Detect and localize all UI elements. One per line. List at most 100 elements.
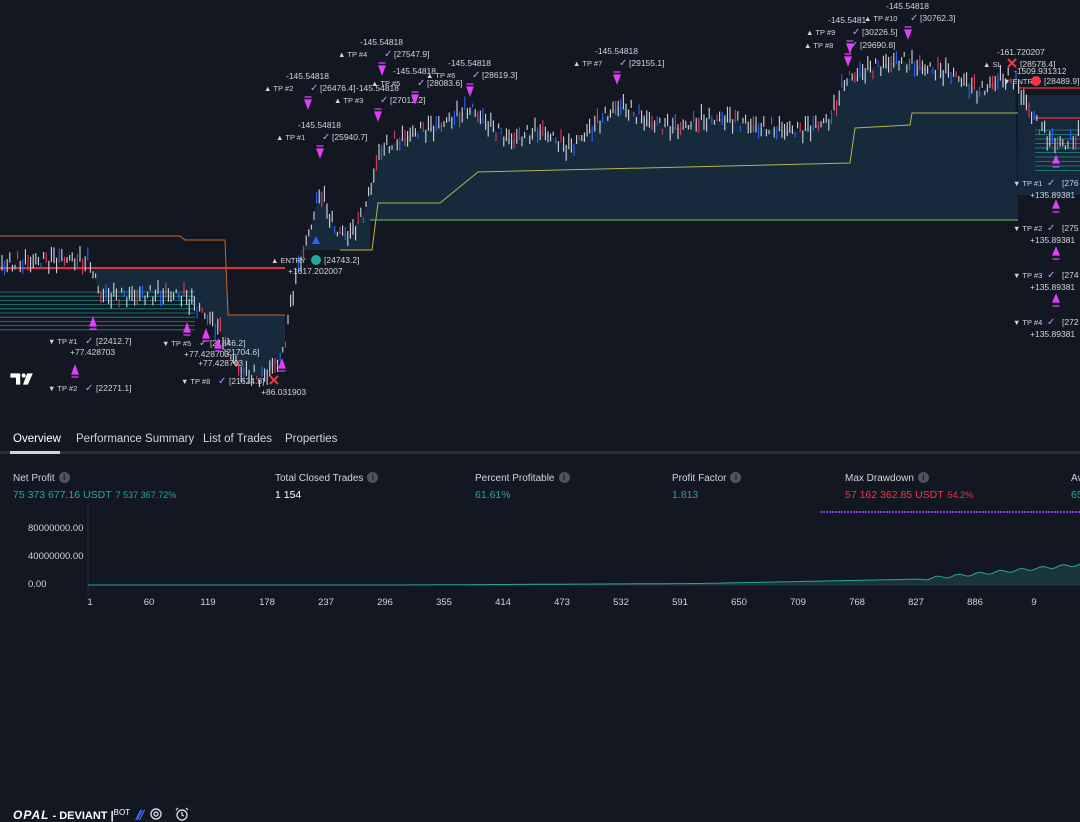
- take-profit-annotation-tp8: ▲ TP #8 ✓ [29690.8]: [804, 40, 895, 67]
- metric-label: Profit Factor: [672, 473, 727, 484]
- tp-price-label: [27012.2]: [390, 95, 425, 105]
- tp-arrow-icon: [844, 53, 852, 67]
- tp-label: ▲ TP #10: [864, 14, 897, 23]
- equity-curve-chart[interactable]: [0, 505, 1080, 597]
- tp-price-label: [29690.8]: [860, 40, 895, 50]
- alert-clock-icon[interactable]: [174, 806, 190, 822]
- trailing-stop-line: [0, 235, 285, 316]
- metric-net-profit: Net Profit i 75 373 677.16 USDT 7 537 367.…: [13, 468, 176, 501]
- tp-price-label: [29155.1]: [629, 58, 664, 68]
- tp-arrow-icon: [183, 322, 191, 336]
- strategy-name: - DEVIANT: [49, 810, 108, 822]
- tp-label: ▼ TP #5: [162, 339, 191, 348]
- x-tick: 827: [908, 597, 924, 608]
- tp-price-label: [28083.6]: [427, 78, 462, 88]
- tp-arrow-icon: [466, 83, 474, 97]
- entry-profit-label: -1509.931312: [1014, 66, 1067, 76]
- tp-profit-label: +77.428703: [70, 347, 115, 357]
- tp-price-label: [26476.4]: [320, 83, 355, 93]
- profit-factor-value: 1.813: [672, 489, 699, 501]
- tab-performance-summary[interactable]: Performance Summary: [76, 433, 195, 445]
- tp-price-label: [21624.8]: [229, 376, 264, 386]
- metric-total-closed-trades: Total Closed Trades i 1 154: [275, 468, 379, 501]
- tab-overview[interactable]: Overview: [13, 433, 61, 445]
- x-tick: 178: [259, 597, 275, 608]
- y-tick: 0.00: [28, 579, 47, 590]
- info-icon[interactable]: i: [367, 472, 379, 483]
- tp-arrow-icon: [202, 328, 210, 342]
- price-chart-canvas[interactable]: -145.54818▲ TP #1 ✓ [25940.7]-145.54818▲ T…: [0, 0, 1080, 400]
- tp-arrow-icon: [278, 358, 286, 372]
- tp-label: ▲ TP #7: [573, 59, 602, 68]
- metric-label: Net Profit: [13, 473, 55, 484]
- tp-price-label: [28619.3]: [482, 70, 517, 80]
- x-tick: 591: [672, 597, 688, 608]
- info-icon[interactable]: i: [917, 472, 929, 483]
- info-icon[interactable]: i: [730, 472, 742, 483]
- x-tick: 473: [554, 597, 570, 608]
- metric-label: Percent Profitable: [475, 473, 555, 484]
- tp-profit-label: +77.428703: [198, 358, 243, 368]
- take-profit-annotation-tp9: -145.5481▲ TP #9 ✓ [30226.5]: [806, 15, 897, 54]
- tp-price-label: [21704.6]: [224, 347, 259, 357]
- metric-profit-factor: Profit Factor i 1.813: [672, 468, 742, 501]
- check-icon: ✓: [85, 336, 93, 347]
- check-icon: ✓: [1047, 317, 1055, 328]
- strategy-suffix: BOT: [113, 808, 131, 817]
- entry-marker-icon: [1031, 76, 1041, 86]
- tp-label: ▼ TP #3: [1013, 271, 1042, 280]
- y-tick: 80000000.00: [28, 523, 84, 534]
- stop-loss-x-icon: [269, 375, 279, 385]
- x-tick: 60: [143, 597, 155, 608]
- strategy-title[interactable]: OPAL - DEVIANT |BOT: [13, 808, 146, 822]
- metric-percent-profitable: Percent Profitable i 61.61%: [475, 468, 570, 501]
- tp-label: ▼ TP #2: [1013, 224, 1042, 233]
- tp-profit-label: +135.89381: [1030, 235, 1075, 245]
- tradingview-logo: [10, 373, 33, 385]
- info-icon[interactable]: i: [558, 472, 570, 483]
- tp-arrow-icon: [904, 26, 912, 40]
- tp-profit-label: +135.89381: [1030, 329, 1075, 339]
- tp-profit-label: +135.89381: [1030, 190, 1075, 200]
- check-icon: ✓: [85, 383, 93, 394]
- tp-profit-label: -145.54818: [356, 83, 399, 93]
- tp-label: ▲ TP #4: [338, 50, 367, 59]
- tp-arrow-icon: [846, 40, 854, 54]
- tp-price-label: [274: [1062, 270, 1079, 280]
- tp-price-label: [27547.9]: [394, 49, 429, 59]
- tab-properties[interactable]: Properties: [285, 433, 338, 445]
- info-icon[interactable]: i: [58, 472, 70, 483]
- closed-trades-value: 1 154: [275, 489, 302, 501]
- price-chart[interactable]: -145.54818 ▲ TP #1 ✓ [25940.7] -145.54818 ▲ T…: [0, 0, 1080, 400]
- tab-list-of-trades[interactable]: List of Trades: [203, 433, 273, 445]
- take-profit-annotation-tp3: -145.54818 ▲ TP #3 ✓ [27012.2]: [334, 83, 425, 122]
- take-profit-annotation-tp1: -145.54818 ▲ TP #1 ✓ [25940.7]: [276, 120, 367, 159]
- take-profit-annotation-tp5: -145.54818▲ TP #5 ✓ [28083.6]: [371, 66, 462, 105]
- sl-profit-label: -161.720207: [997, 47, 1045, 57]
- tp-price-label: [30762.3]: [920, 13, 955, 23]
- check-icon: ✓: [850, 40, 858, 51]
- tp-profit-label: -145.54818: [393, 66, 436, 76]
- strategy-toolbar: OPAL - DEVIANT |BOT: [0, 400, 1080, 822]
- take-profit-annotation-tp7: -145.54818 ▲ TP #7 ✓ [29155.1]: [573, 46, 664, 85]
- metric-label: Av: [1071, 473, 1080, 484]
- tp-arrow-icon: [1052, 154, 1060, 168]
- tp-arrow-icon: [1052, 246, 1060, 260]
- tp-arrow-icon: [1052, 199, 1060, 213]
- x-tick: 1: [87, 597, 93, 608]
- avg-trade-value: 65: [1071, 489, 1080, 501]
- x-tick: 709: [790, 597, 806, 608]
- x-tick: 119: [200, 597, 216, 608]
- entry-price-label: [24743.2]: [324, 255, 359, 265]
- check-icon: ✓: [910, 13, 918, 24]
- tp-profit-label: -145.54818: [448, 58, 491, 68]
- tp-price-label: [276: [1062, 178, 1079, 188]
- tp-arrow-icon: [89, 316, 97, 330]
- settings-icon[interactable]: [148, 806, 164, 822]
- tp-profit-label: +77.428703: [184, 349, 229, 359]
- tp-price-label: [22271.1]: [96, 383, 131, 393]
- net-profit-percent: 7 537 367.72%: [115, 490, 177, 500]
- tp-label: ▲ TP #1: [276, 133, 305, 142]
- check-icon: ✓: [619, 58, 627, 69]
- check-icon: ✓: [310, 83, 318, 94]
